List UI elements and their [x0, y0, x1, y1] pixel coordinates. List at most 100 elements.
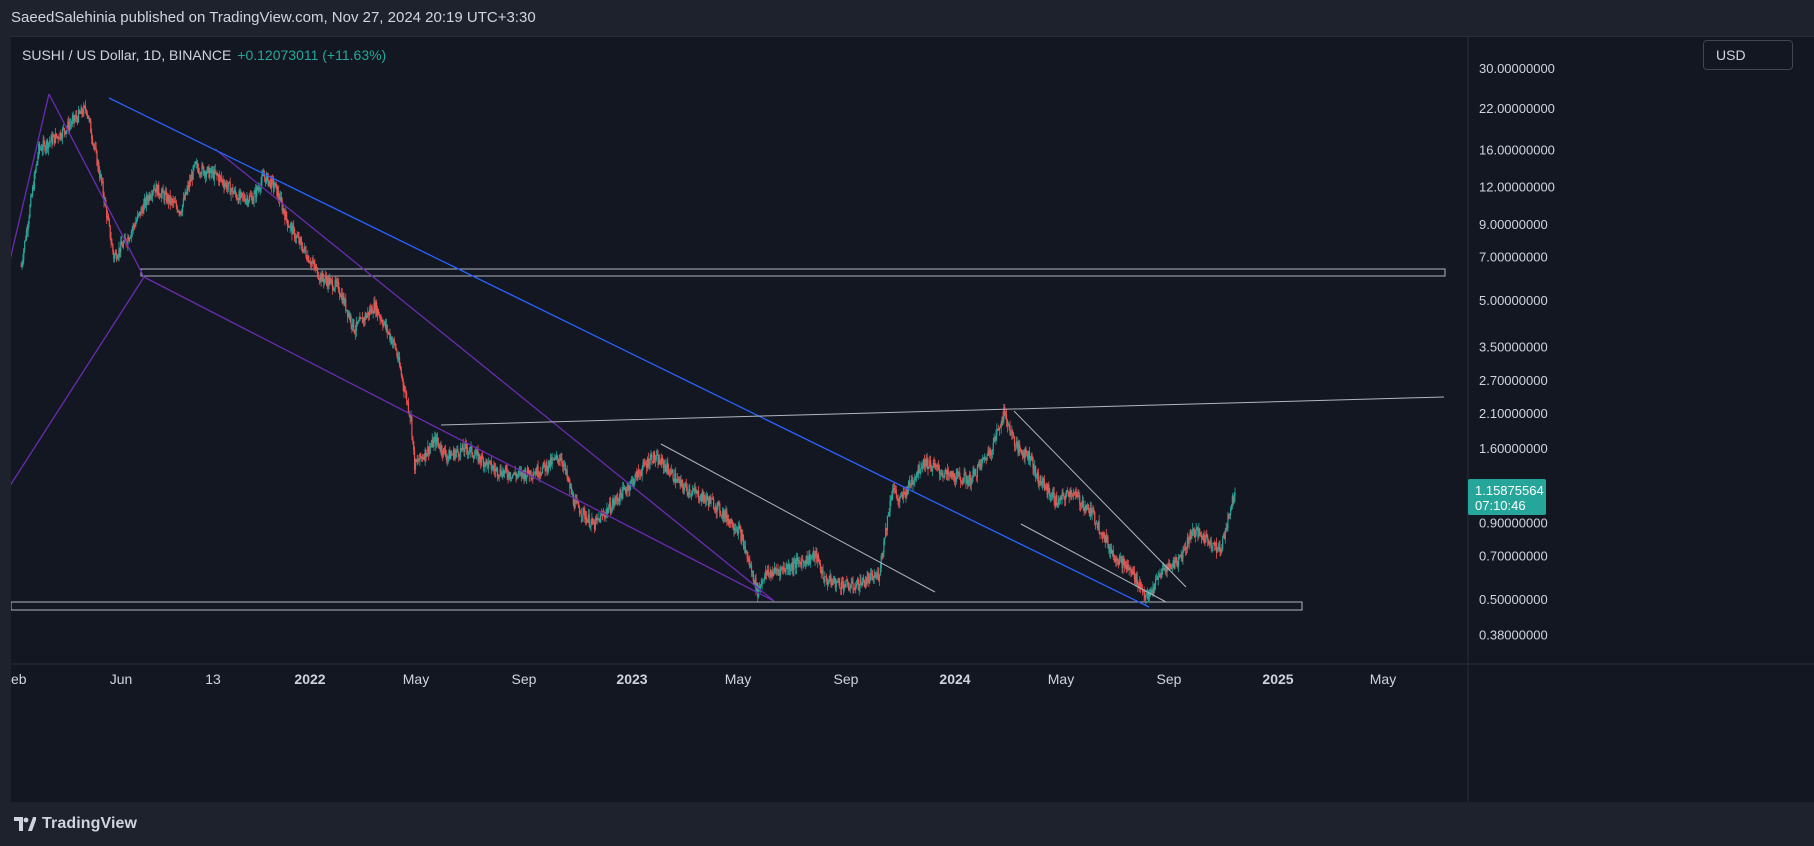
candle — [496, 466, 498, 472]
candle — [245, 198, 247, 205]
candle — [363, 316, 365, 327]
time-tick-label: 2025 — [1262, 671, 1293, 687]
tradingview-brand[interactable]: TradingView — [14, 814, 137, 834]
candle — [174, 197, 176, 204]
candle — [961, 477, 964, 486]
trendline-purple-channel-high[interactable] — [214, 148, 775, 602]
candle — [840, 577, 843, 596]
candle — [195, 160, 197, 165]
trendline-gray-2023[interactable] — [660, 443, 936, 593]
trendline-gray-2024-high[interactable] — [1013, 410, 1187, 588]
candle — [466, 443, 469, 459]
price-tick-label: 0.90000000 — [1479, 516, 1548, 531]
trendline-purple-rise[interactable] — [11, 276, 145, 492]
candle — [597, 517, 599, 521]
candle — [828, 575, 830, 584]
candle — [1108, 544, 1110, 554]
candle — [491, 464, 493, 471]
support-zone[interactable] — [11, 601, 1303, 611]
trendline-purple-channel-low[interactable] — [143, 276, 775, 602]
candle — [303, 242, 305, 254]
candle — [843, 581, 845, 593]
candle — [443, 447, 445, 458]
candle — [317, 271, 320, 280]
currency-button[interactable]: USD — [1703, 40, 1793, 70]
candle — [633, 478, 635, 489]
time-axis[interactable]: eb Jun 13 2022 May Sep 2023 May Sep 2024 May Sep 202… — [11, 671, 1396, 687]
candle — [829, 569, 831, 582]
candle — [1020, 447, 1022, 453]
candle — [982, 454, 984, 464]
candle — [1032, 456, 1034, 475]
chart-area[interactable]: 30.00000000 22.00000000 16.00000000 12.0000… — [11, 36, 1814, 802]
candle — [306, 255, 308, 262]
candle — [309, 257, 312, 268]
candle — [477, 444, 479, 465]
candle — [497, 473, 499, 480]
candle — [152, 185, 155, 196]
candle — [1161, 567, 1163, 579]
candle — [729, 518, 731, 528]
candle — [900, 492, 902, 499]
resistance-zone[interactable] — [140, 268, 1446, 277]
trendline-gray-top[interactable] — [440, 396, 1445, 426]
candle — [383, 319, 385, 328]
candle — [453, 447, 455, 461]
candle — [1089, 501, 1091, 520]
candle — [1209, 537, 1211, 547]
trendline-purple-rise-2[interactable] — [11, 93, 50, 277]
candle — [585, 510, 587, 526]
candle — [1136, 570, 1138, 586]
candle — [691, 485, 694, 497]
candle — [1181, 552, 1183, 563]
price-axis[interactable]: 30.00000000 22.00000000 16.00000000 12.0000… — [1479, 61, 1555, 643]
candle — [354, 324, 357, 340]
candle — [951, 470, 953, 480]
candle — [976, 464, 979, 483]
candle — [1195, 522, 1197, 537]
trendline-gray-2024-low[interactable] — [1020, 523, 1167, 603]
candle — [690, 493, 692, 498]
candle — [639, 469, 642, 480]
candle — [78, 109, 80, 115]
candle — [646, 456, 649, 472]
candle — [661, 454, 664, 465]
candle — [648, 458, 650, 471]
price-tick-label: 30.00000000 — [1479, 61, 1555, 76]
candle — [892, 483, 895, 493]
candle — [986, 453, 988, 462]
symbol-name[interactable]: SUSHI / US Dollar, 1D, BINANCE — [22, 47, 232, 63]
candle — [24, 235, 27, 243]
candle — [1233, 492, 1235, 504]
candle — [802, 555, 804, 562]
candle — [1125, 560, 1127, 570]
candle — [38, 142, 40, 160]
candle — [734, 523, 736, 535]
candle — [1003, 403, 1005, 424]
trendline-purple-drop[interactable] — [48, 93, 145, 278]
candle — [534, 468, 537, 477]
trendline-blue-main[interactable] — [108, 97, 1150, 608]
candle — [269, 179, 271, 187]
symbol-legend[interactable]: SUSHI / US Dollar, 1D, BINANCE +0.1207301… — [22, 47, 386, 63]
candle — [407, 397, 409, 415]
candle — [1211, 546, 1213, 554]
candle — [1100, 532, 1102, 535]
candle — [379, 314, 381, 325]
candle — [1083, 507, 1085, 517]
candle — [964, 468, 966, 476]
candle — [209, 167, 211, 181]
candle — [380, 314, 382, 322]
candle — [550, 454, 552, 467]
price-tick-label: 0.50000000 — [1479, 592, 1548, 607]
candle — [949, 470, 951, 478]
price-chart[interactable]: 30.00000000 22.00000000 16.00000000 12.0000… — [11, 37, 1814, 802]
candle — [537, 460, 539, 481]
candle — [206, 166, 208, 175]
candle — [818, 558, 821, 565]
candle — [241, 192, 244, 202]
candle — [765, 565, 767, 580]
candle — [1105, 528, 1107, 544]
candle — [57, 134, 59, 144]
candle — [1078, 489, 1080, 498]
